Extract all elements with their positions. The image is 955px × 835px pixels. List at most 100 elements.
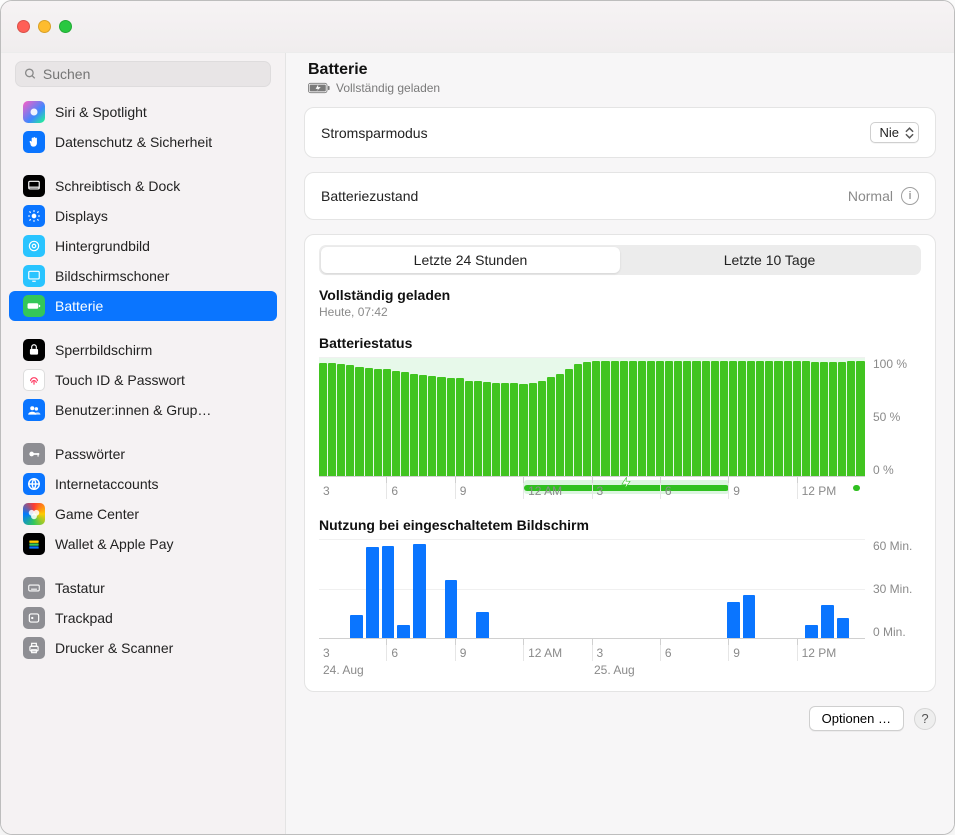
screensaver-icon [23, 265, 45, 287]
sidebar-item-trackpad[interactable]: Trackpad [9, 603, 277, 633]
sidebar-item-label: Displays [55, 205, 108, 227]
battery-bar [328, 363, 336, 476]
zoom-window-button[interactable] [59, 20, 72, 33]
battery-bar [765, 361, 773, 476]
usage-chart-yaxis: 60 Min.30 Min.0 Min. [865, 539, 921, 639]
battery-bar [383, 369, 391, 476]
sidebar-item-privacy[interactable]: Datenschutz & Sicherheit [9, 127, 277, 157]
battery-bar [592, 361, 600, 476]
sidebar-item-displays[interactable]: Displays [9, 201, 277, 231]
help-button[interactable]: ? [914, 708, 936, 730]
battery-bar [629, 361, 637, 476]
battery-bar [774, 361, 782, 476]
charts-card: Letzte 24 Stunden Letzte 10 Tage Vollstä… [304, 234, 936, 692]
sidebar-item-label: Internetaccounts [55, 473, 159, 495]
battery-bar [692, 361, 700, 476]
passwords-icon [23, 443, 45, 465]
lowpower-select[interactable]: Nie [870, 122, 919, 143]
sidebar-item-desktop[interactable]: Schreibtisch & Dock [9, 171, 277, 201]
sidebar-item-users[interactable]: Benutzer:innen & Grup… [9, 395, 277, 425]
sidebar-item-touchid[interactable]: Touch ID & Passwort [9, 365, 277, 395]
usage-bar [350, 615, 363, 638]
seg-24h[interactable]: Letzte 24 Stunden [321, 247, 620, 273]
lowpower-row: Stromsparmodus Nie [305, 108, 935, 157]
usage-chart-title: Nutzung bei eingeschaltetem Bildschirm [319, 517, 921, 533]
titlebar [1, 1, 954, 53]
header-status: Vollständig geladen [308, 81, 932, 95]
sidebar-item-battery[interactable]: Batterie [9, 291, 277, 321]
wallpaper-icon [23, 235, 45, 257]
sidebar-item-keyboard[interactable]: Tastatur [9, 573, 277, 603]
health-value-wrap: Normal i [848, 187, 919, 205]
sidebar-item-lock[interactable]: Sperrbildschirm [9, 335, 277, 365]
main: Batterie Vollständig geladen Stromsparmo… [286, 53, 954, 834]
battery-bar [538, 381, 546, 476]
battery-bar [447, 378, 455, 476]
keyboard-icon [23, 577, 45, 599]
sidebar-item-label: Game Center [55, 503, 139, 525]
sidebar-item-gamecenter[interactable]: Game Center [9, 499, 277, 529]
battery-bar [638, 361, 646, 476]
battery-full-icon [308, 82, 330, 94]
battery-bar [611, 361, 619, 476]
minimize-window-button[interactable] [38, 20, 51, 33]
battery-bar [501, 383, 509, 476]
lowpower-value: Nie [879, 125, 899, 140]
battery-bar [802, 361, 810, 476]
usage-bar [821, 605, 834, 638]
close-window-button[interactable] [17, 20, 30, 33]
battery-bar [474, 381, 482, 476]
search [15, 61, 271, 87]
battery-bar [620, 361, 628, 476]
segmented-control: Letzte 24 Stunden Letzte 10 Tage [319, 245, 921, 275]
battery-bar [374, 369, 382, 476]
sidebar-item-wallpaper[interactable]: Hintergrundbild [9, 231, 277, 261]
battery-bar [365, 368, 373, 476]
sidebar-item-label: Trackpad [55, 607, 113, 629]
footer: Optionen … ? [286, 706, 954, 745]
info-icon[interactable]: i [901, 187, 919, 205]
sidebar-item-label: Tastatur [55, 577, 105, 599]
page-title: Batterie [308, 61, 932, 79]
lowpower-card: Stromsparmodus Nie [304, 107, 936, 158]
search-box[interactable] [15, 61, 271, 87]
lock-icon [23, 339, 45, 361]
users-icon [23, 399, 45, 421]
battery-bar [346, 365, 354, 476]
battery-bar [702, 361, 710, 476]
gamecenter-icon [23, 503, 45, 525]
sidebar-item-printers[interactable]: Drucker & Scanner [9, 633, 277, 663]
battery-bar [847, 361, 855, 476]
usage-day-labels: 24. Aug25. Aug [319, 663, 865, 677]
sidebar-item-label: Passwörter [55, 443, 125, 465]
battery-bar [465, 381, 473, 476]
battery-bar [428, 376, 436, 476]
battery-icon [23, 295, 45, 317]
sidebar-item-passwords[interactable]: Passwörter [9, 439, 277, 469]
health-label: Batteriezustand [321, 188, 418, 204]
battery-chart-title: Batteriestatus [319, 335, 921, 351]
sidebar-item-label: Touch ID & Passwort [55, 369, 185, 391]
usage-bar [366, 547, 379, 638]
battery-bar [437, 377, 445, 476]
battery-bar [392, 371, 400, 476]
battery-bar [492, 383, 500, 476]
search-input[interactable] [43, 66, 262, 82]
last-event-time: Heute, 07:42 [319, 305, 921, 319]
header-status-text: Vollständig geladen [336, 81, 440, 95]
sidebar-item-screensaver[interactable]: Bildschirmschoner [9, 261, 277, 291]
usage-bar [805, 625, 818, 638]
battery-bar [519, 384, 527, 476]
sidebar-item-internet[interactable]: Internetaccounts [9, 469, 277, 499]
battery-bar [829, 362, 837, 476]
battery-bar [793, 361, 801, 476]
sidebar-item-wallet[interactable]: Wallet & Apple Pay [9, 529, 277, 559]
seg-10d[interactable]: Letzte 10 Tage [620, 247, 919, 273]
battery-chart-yaxis: 100 %50 %0 % [865, 357, 921, 477]
sidebar-item-label: Datenschutz & Sicherheit [55, 131, 212, 153]
sidebar-item-siri[interactable]: Siri & Spotlight [9, 97, 277, 127]
usage-bar [727, 602, 740, 638]
sidebar-item-label: Benutzer:innen & Grup… [55, 399, 211, 421]
battery-bar [565, 369, 573, 476]
options-button[interactable]: Optionen … [809, 706, 904, 731]
